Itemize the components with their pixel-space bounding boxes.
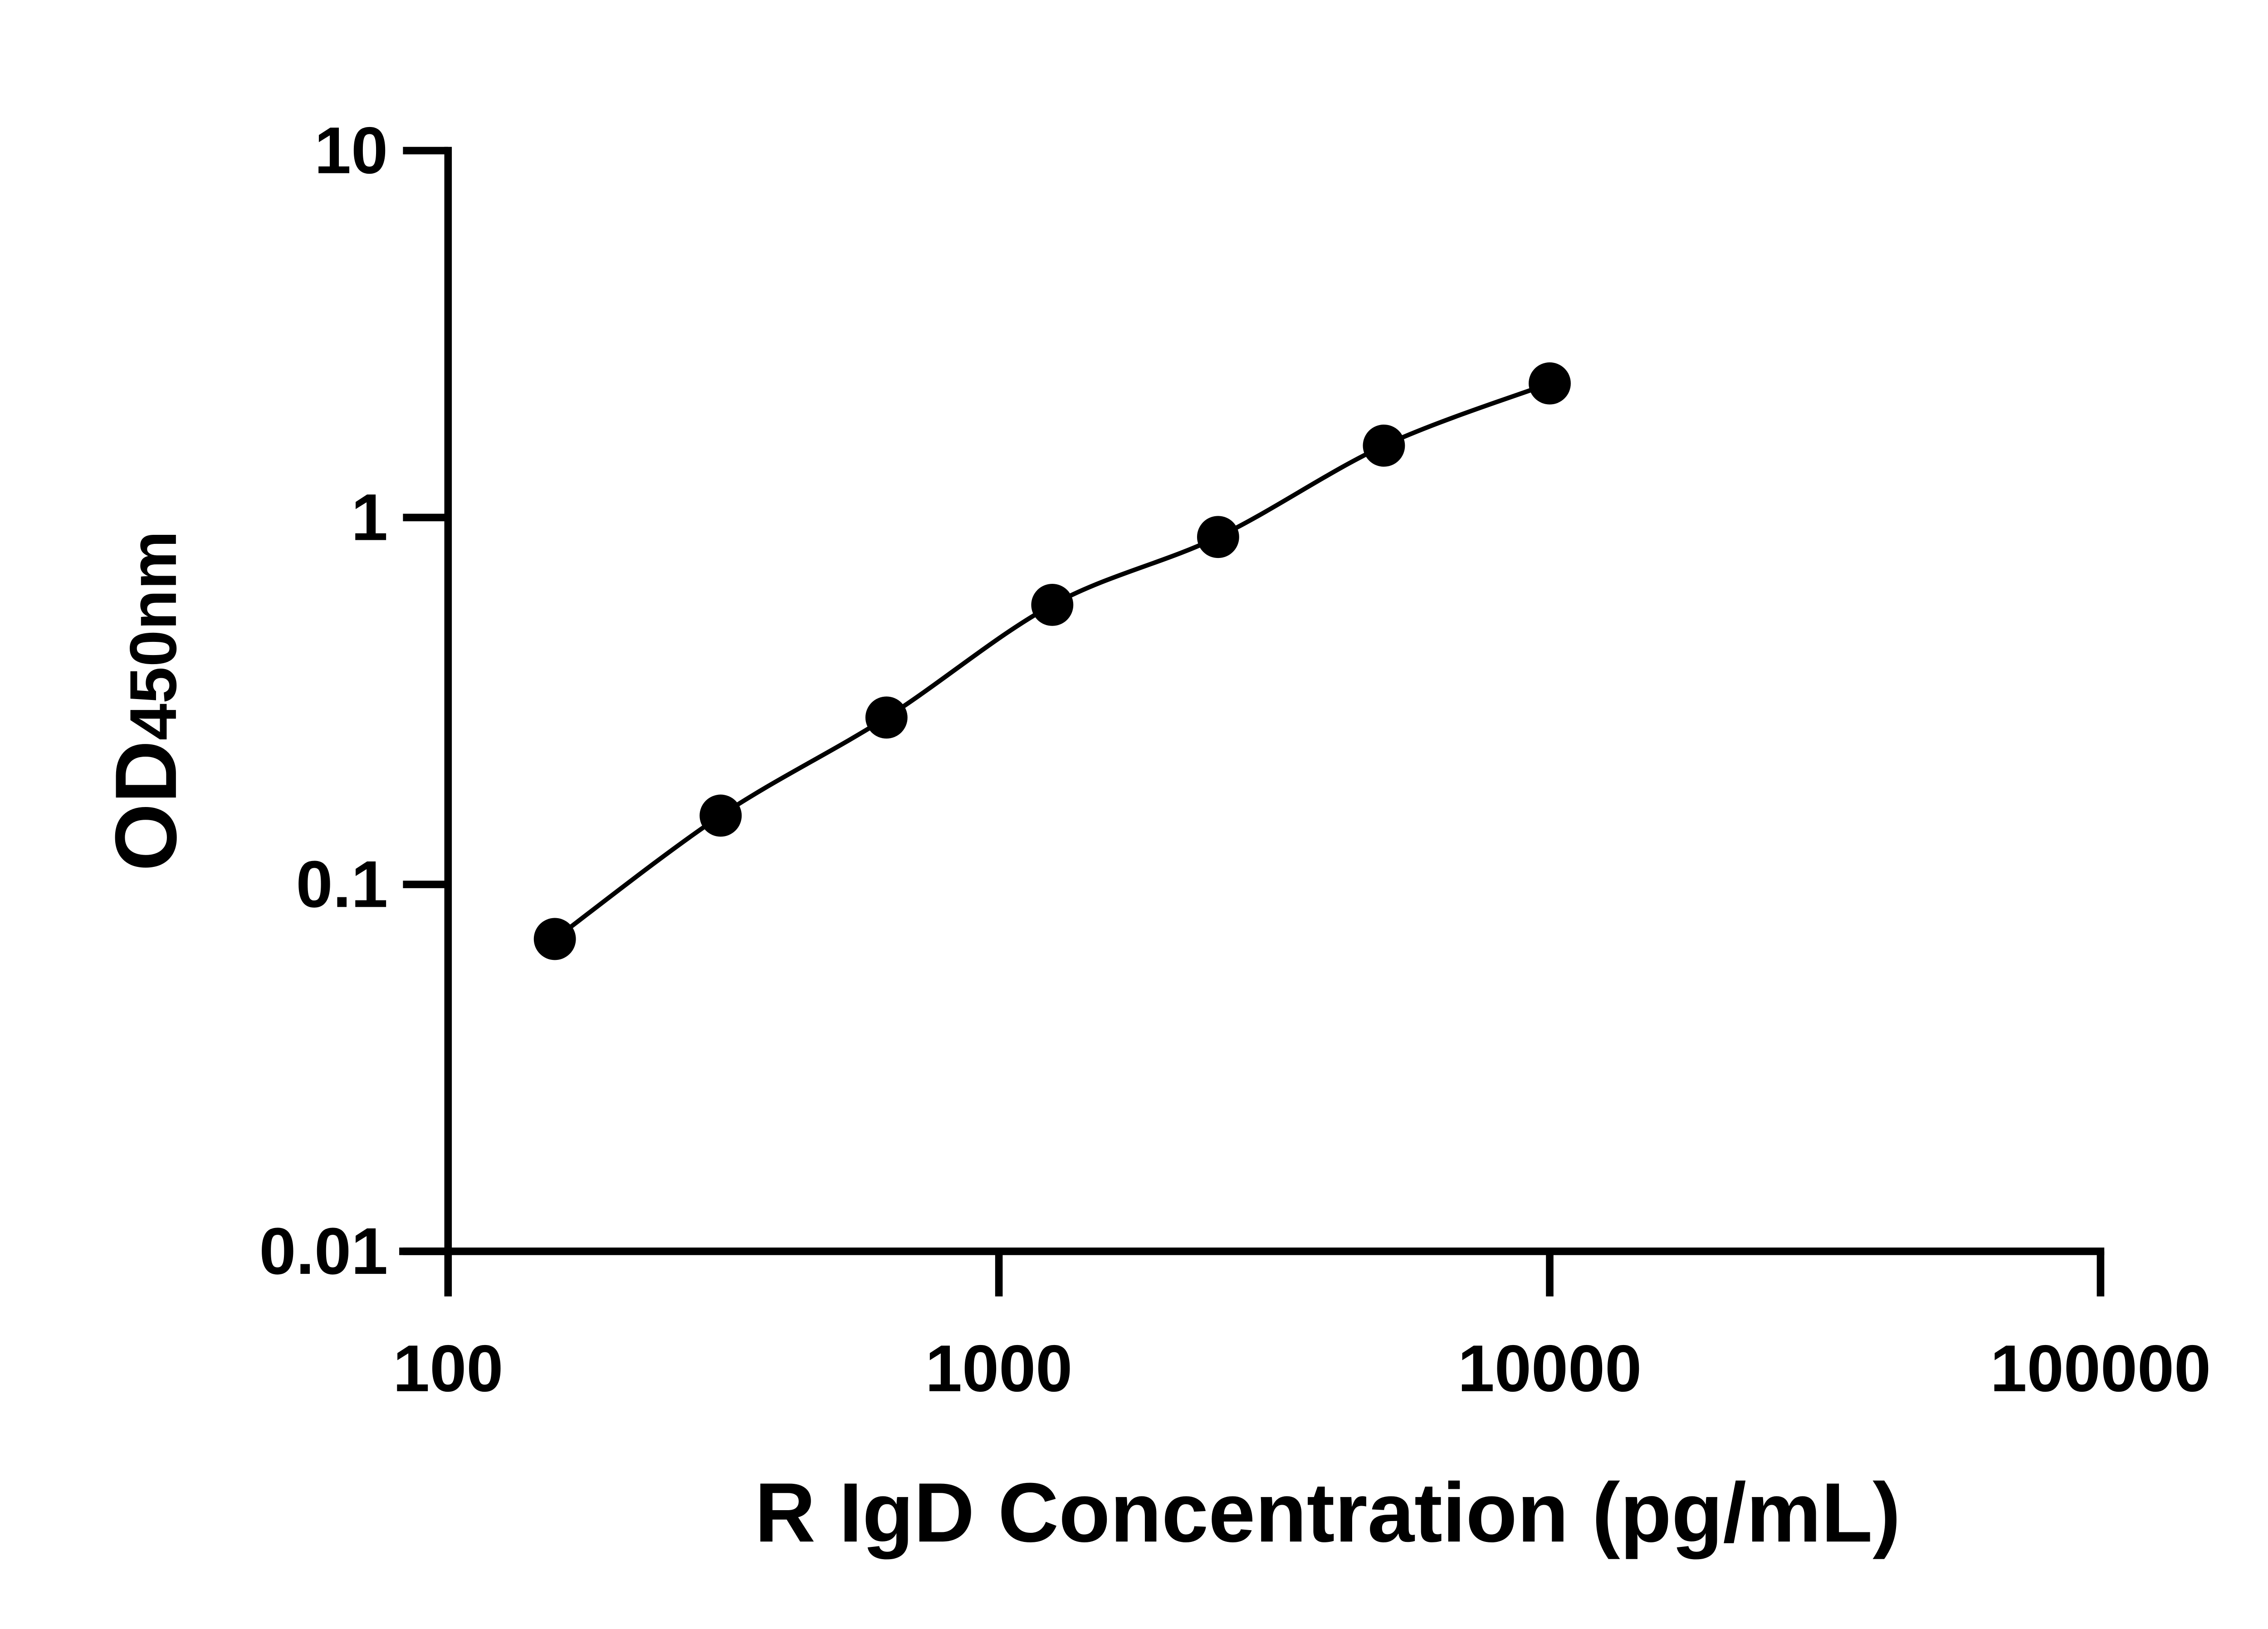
data-point xyxy=(865,696,908,739)
y-tick-label: 10 xyxy=(314,113,388,187)
y-axis-title: OD450nm xyxy=(97,531,195,871)
data-points xyxy=(533,362,1571,960)
y-axis-title-sub: 450nm xyxy=(116,531,190,740)
y-tick-label: 0.1 xyxy=(296,847,388,921)
x-tick-label: 1000 xyxy=(925,1331,1072,1405)
data-point xyxy=(1031,583,1074,626)
x-tick-label: 100 xyxy=(393,1331,503,1405)
y-tick-label: 1 xyxy=(351,480,388,554)
data-point xyxy=(1529,362,1571,405)
x-tick-label: 100000 xyxy=(1990,1331,2211,1405)
data-point xyxy=(1197,516,1239,558)
axes: 0.01 0.1 1 10 100 1000 10000 100000 xyxy=(259,113,2211,1405)
data-point xyxy=(533,918,576,960)
x-tick-label: 10000 xyxy=(1458,1331,1642,1405)
x-axis-title: R IgD Concentration (pg/mL) xyxy=(755,1466,1901,1560)
y-axis-title-main: OD xyxy=(97,740,195,871)
fit-line xyxy=(553,381,1551,941)
fit-curve xyxy=(553,381,1551,941)
data-point xyxy=(699,794,742,837)
y-tick-label: 0.01 xyxy=(259,1214,388,1288)
data-point xyxy=(1363,424,1405,467)
